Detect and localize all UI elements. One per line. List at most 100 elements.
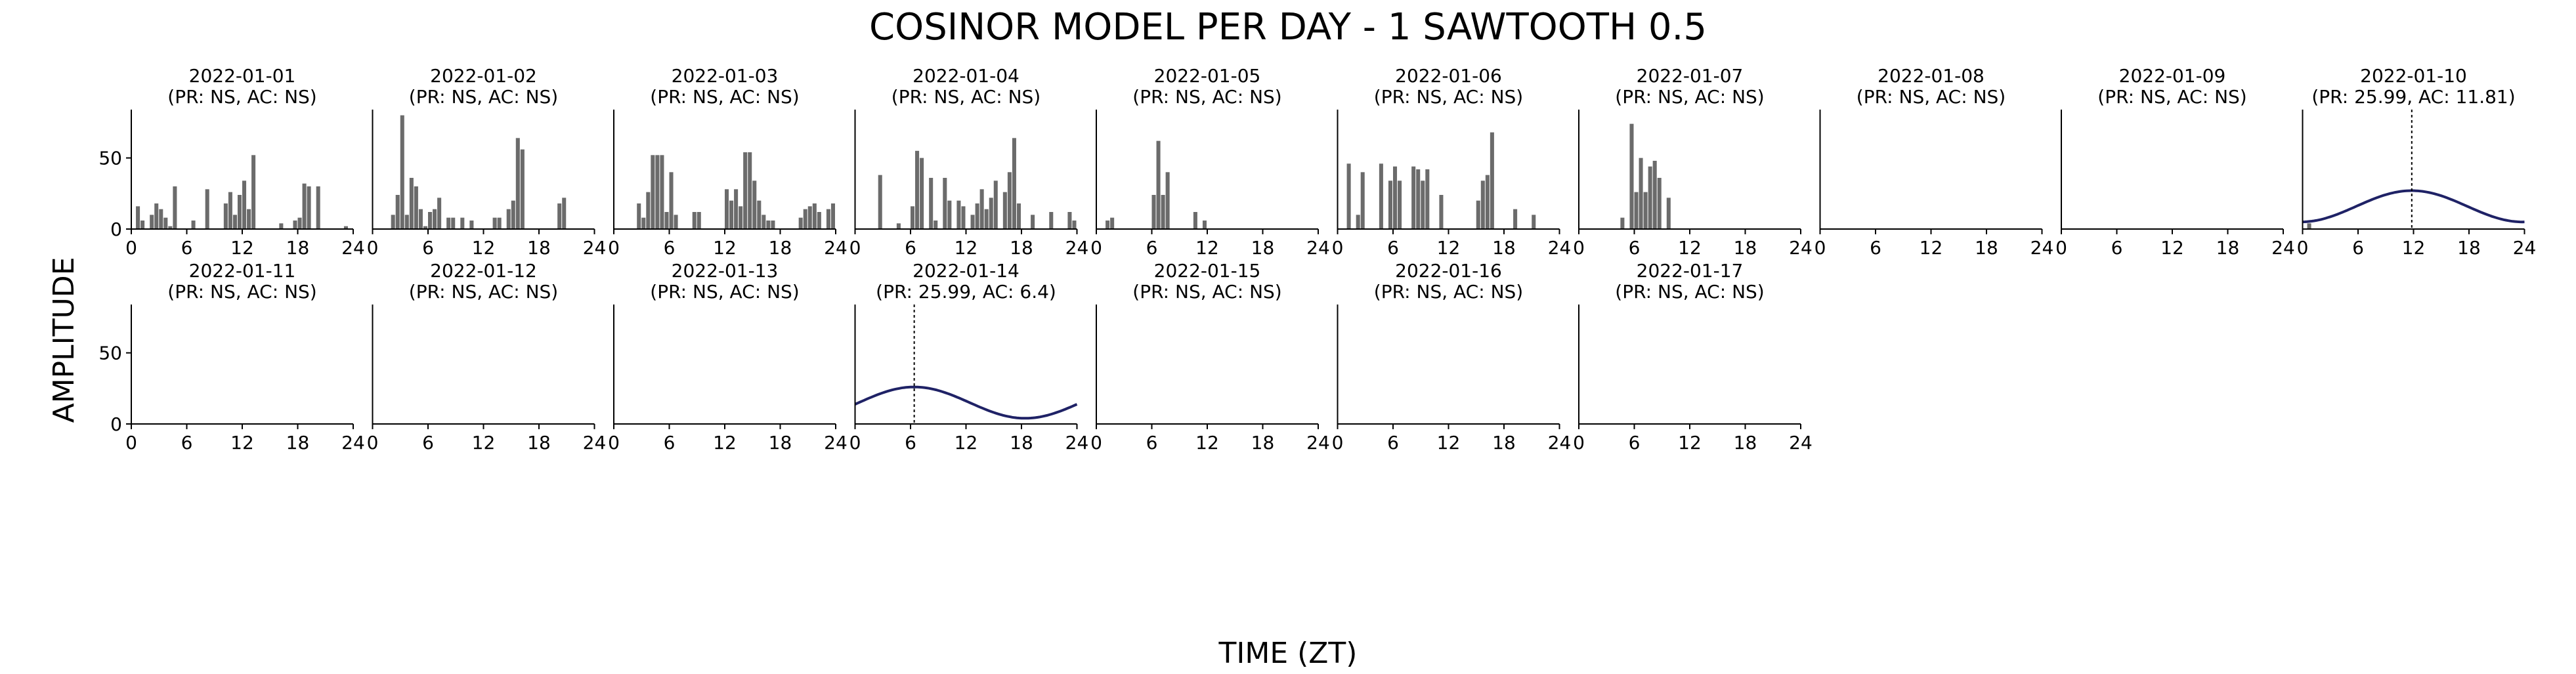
x-tick-label: 24 (1789, 432, 1813, 453)
subplot-stats-label: (PR: NS, AC: NS) (1374, 281, 1523, 303)
figure-title: COSINOR MODEL PER DAY - 1 SAWTOOTH 0.5 (869, 6, 1707, 49)
subplot-stats-label: (PR: NS, AC: NS) (891, 86, 1041, 108)
subplot-2022-01-04: 2022-01-04(PR: NS, AC: NS) 0 6 12 18 24 (849, 65, 1089, 259)
histogram-bar (1439, 195, 1444, 229)
histogram-bar (1643, 192, 1648, 229)
histogram-bar (279, 223, 284, 229)
x-tick-label: 6 (1146, 432, 1158, 453)
x-tick-label: 0 (2297, 237, 2309, 259)
subplot-2022-01-08: 2022-01-08(PR: NS, AC: NS) 0 6 12 18 24 (1814, 65, 2054, 259)
histogram-bar (154, 203, 159, 229)
histogram-bar (1393, 166, 1398, 229)
x-tick-label: 0 (849, 237, 861, 259)
subplot-stats-label: (PR: NS, AC: NS) (409, 86, 558, 108)
subplot-2022-01-06: 2022-01-06(PR: NS, AC: NS) 0 6 12 18 24 (1332, 65, 1572, 259)
subplot-2022-01-15: 2022-01-15(PR: NS, AC: NS) 0 6 12 18 24 (1090, 260, 1330, 453)
histogram-bar (748, 152, 752, 229)
histogram-bar (1106, 221, 1110, 229)
subplot-date-label: 2022-01-06 (1395, 65, 1502, 87)
histogram-bar (729, 200, 734, 229)
histogram-bar (1532, 215, 1536, 229)
histogram-bar (173, 186, 177, 229)
x-tick-label: 24 (1306, 237, 1330, 259)
x-tick-label: 24 (2513, 237, 2537, 259)
histogram-bar (692, 212, 697, 229)
histogram-bar (1485, 175, 1490, 229)
histogram-bar (150, 215, 154, 229)
x-tick-label: 24 (2030, 237, 2054, 259)
x-tick-label: 18 (1251, 432, 1275, 453)
y-tick-label: 50 (98, 343, 122, 364)
subplot-stats-label: (PR: NS, AC: NS) (650, 281, 799, 303)
histogram-bar (1161, 195, 1165, 229)
subplot-date-label: 2022-01-05 (1154, 65, 1261, 87)
histogram-bar (1634, 192, 1639, 229)
histogram-bar (515, 138, 520, 229)
histogram-bar (1490, 132, 1494, 229)
x-tick-label: 6 (1387, 432, 1399, 453)
x-tick-label: 6 (664, 237, 676, 259)
histogram-bar (669, 172, 674, 229)
x-tick-label: 12 (2160, 237, 2184, 259)
histogram-bar (915, 150, 920, 229)
x-tick-label: 24 (583, 237, 607, 259)
subplot-2022-01-03: 2022-01-03(PR: NS, AC: NS) 0 6 12 18 24 (608, 65, 848, 259)
histogram-bar (830, 203, 835, 229)
histogram-bar (451, 217, 456, 229)
subplot-date-label: 2022-01-13 (672, 260, 779, 282)
histogram-bar (191, 221, 196, 229)
subplot-stats-label: (PR: NS, AC: NS) (1374, 86, 1523, 108)
x-tick-label: 0 (608, 432, 620, 453)
histogram-bar (1007, 172, 1012, 229)
x-tick-label: 0 (2055, 237, 2067, 259)
x-tick-label: 24 (2271, 237, 2295, 259)
histogram-bar (697, 212, 701, 229)
histogram-bar (1620, 217, 1625, 229)
histogram-bar (660, 155, 664, 229)
histogram-bar (878, 175, 882, 229)
histogram-bar (817, 212, 821, 229)
x-tick-label: 24 (824, 432, 848, 453)
histogram-bar (637, 203, 641, 229)
x-tick-label: 0 (125, 237, 137, 259)
histogram-bar (293, 221, 297, 229)
histogram-bar (433, 209, 437, 229)
histogram-bar (400, 115, 404, 229)
histogram-bar (646, 192, 651, 229)
histogram-bar (446, 217, 451, 229)
histogram-bar (1513, 209, 1518, 229)
x-tick-label: 0 (1573, 237, 1585, 259)
histogram-bar (1016, 203, 1021, 229)
histogram-bar (651, 155, 655, 229)
histogram-bar (1202, 221, 1207, 229)
histogram-bar (752, 180, 757, 229)
x-tick-label: 6 (664, 432, 676, 453)
histogram-bar (223, 203, 228, 229)
subplot-date-label: 2022-01-17 (1637, 260, 1744, 282)
x-tick-label: 18 (1975, 237, 1998, 259)
histogram-bar (1652, 161, 1657, 229)
x-tick-label: 6 (181, 432, 193, 453)
subplot-date-label: 2022-01-08 (1878, 65, 1985, 87)
x-tick-label: 12 (713, 432, 737, 453)
subplot-stats-label: (PR: NS, AC: NS) (1615, 281, 1764, 303)
x-tick-label: 24 (1789, 237, 1813, 259)
subplot-2022-01-12: 2022-01-12(PR: NS, AC: NS) 0 6 12 18 24 (367, 260, 607, 453)
x-tick-label: 12 (230, 432, 254, 453)
x-tick-label: 0 (1090, 237, 1102, 259)
histogram-bar (1639, 158, 1643, 229)
x-tick-label: 0 (367, 237, 379, 259)
subplot-stats-label: (PR: NS, AC: NS) (167, 86, 316, 108)
subplot-2022-01-16: 2022-01-16(PR: NS, AC: NS) 0 6 12 18 24 (1332, 260, 1572, 453)
histogram-bar (943, 178, 947, 229)
histogram-bar (979, 189, 984, 229)
x-tick-label: 18 (1492, 432, 1516, 453)
subplot-date-label: 2022-01-04 (912, 65, 1020, 87)
histogram-bar (1012, 138, 1016, 229)
histogram-bar (247, 209, 251, 229)
histogram-bar (520, 149, 525, 229)
histogram-bar (228, 192, 232, 229)
subplot-date-label: 2022-01-02 (430, 65, 537, 87)
histogram-bar (1346, 163, 1351, 229)
